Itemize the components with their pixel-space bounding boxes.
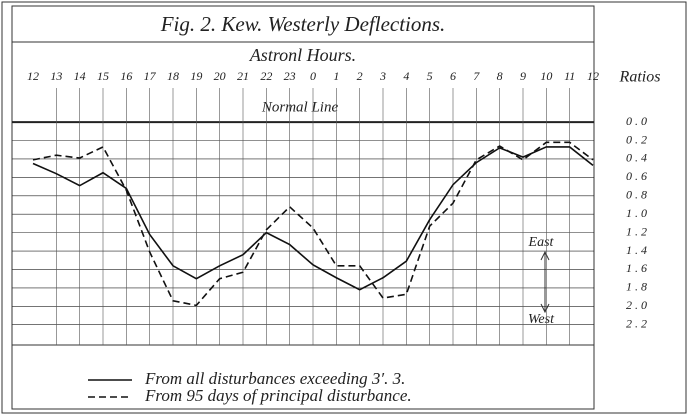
- x-tick-label: 6: [450, 69, 456, 83]
- x-tick-label: 11: [564, 69, 575, 83]
- series-line: [32, 141, 594, 307]
- x-tick-label: 4: [403, 69, 409, 83]
- y-tick-label: 0.2: [626, 132, 650, 146]
- x-tick-label: 1: [333, 69, 339, 83]
- y-tick-label: 2.2: [626, 316, 650, 330]
- x-tick-label: 16: [120, 69, 132, 83]
- y-tick-label: 2.0: [626, 298, 650, 312]
- x-tick-label: 22: [260, 69, 272, 83]
- x-tick-label: 17: [144, 69, 157, 83]
- normal-line-label: Normal Line: [261, 99, 339, 115]
- arrow-heads: [540, 250, 550, 314]
- plot-frame: [11, 5, 595, 410]
- x-tick-label: 12: [587, 69, 599, 83]
- x-tick-label: 9: [520, 69, 526, 83]
- x-tick-label: 2: [357, 69, 363, 83]
- west-label: West: [528, 312, 555, 327]
- x-tick-label: 12: [27, 69, 39, 83]
- y-tick-label: 1.0: [626, 206, 650, 220]
- x-tick-label: 14: [74, 69, 86, 83]
- x-tick-label: 15: [97, 69, 109, 83]
- chart-title: Fig. 2. Kew. Westerly Deflections.: [160, 12, 446, 36]
- x-tick-label: 3: [379, 69, 386, 83]
- x-tick-label: 20: [214, 69, 226, 83]
- y-tick-label: 1.2: [626, 224, 650, 238]
- x-axis-label: Astronl Hours.: [249, 45, 356, 65]
- y-tick-label: 0.4: [626, 151, 650, 165]
- y-tick-label: 1.4: [626, 243, 650, 257]
- east-label: East: [528, 235, 555, 250]
- x-tick-label: 18: [167, 69, 179, 83]
- x-tick-label: 0: [310, 69, 316, 83]
- y-tick-label: 0.8: [626, 188, 650, 202]
- y-tick-label: 1.6: [626, 261, 650, 275]
- x-tick-label: 10: [540, 69, 552, 83]
- x-tick-label: 23: [284, 69, 296, 83]
- series-line: [32, 146, 594, 291]
- x-tick-label: 13: [50, 69, 62, 83]
- x-tick-label: 5: [427, 69, 433, 83]
- y-tick-label: 0.0: [626, 114, 650, 128]
- x-tick-label: 8: [497, 69, 503, 83]
- x-tick-label: 19: [190, 69, 202, 83]
- y-tick-label: 1.8: [626, 280, 650, 294]
- legend-label: From all disturbances exceeding 3′. 3.: [144, 369, 405, 388]
- legend-label: From 95 days of principal disturbance.: [144, 386, 412, 405]
- y-tick-label: 0.6: [626, 169, 650, 183]
- y-axis-label: Ratios: [619, 69, 661, 86]
- x-tick-label: 7: [473, 69, 480, 83]
- x-tick-label: 21: [237, 69, 249, 83]
